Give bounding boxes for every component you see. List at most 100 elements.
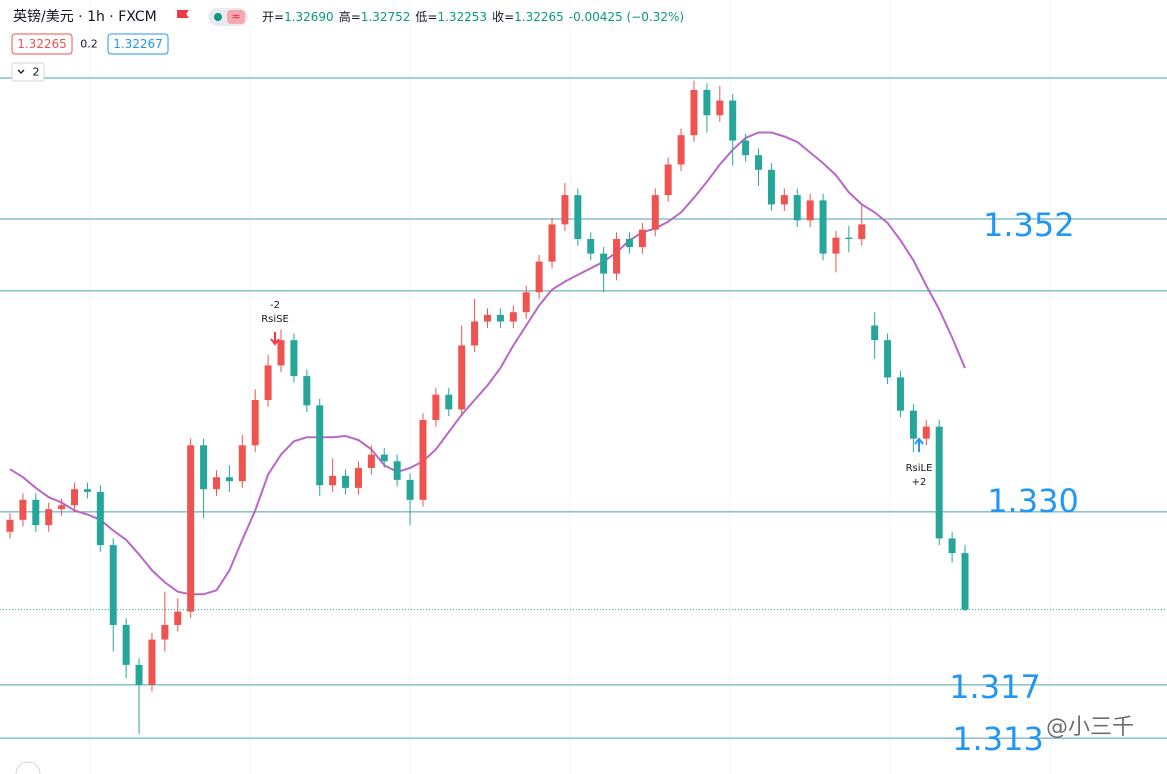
candle-body — [845, 237, 853, 240]
candle-body — [419, 419, 427, 500]
candle-body — [819, 200, 827, 254]
candle-body — [690, 89, 698, 136]
candle-body — [238, 445, 246, 482]
candle-body — [432, 394, 440, 420]
ask-price: 1.32267 — [113, 37, 163, 51]
candle-body — [884, 340, 892, 378]
signal-name: RsiSE — [261, 314, 289, 325]
candle-body — [71, 489, 79, 506]
candle-body — [651, 195, 659, 230]
candle-body — [909, 410, 917, 439]
candle-body — [406, 479, 414, 500]
candle-body — [109, 545, 117, 625]
candle-body — [122, 624, 130, 665]
candle-body — [19, 499, 27, 520]
status-icon-glyph: ≈ — [231, 10, 240, 23]
candle-body — [187, 445, 195, 612]
candle-body — [535, 261, 543, 293]
candle-body — [458, 345, 466, 410]
candle-body — [367, 454, 375, 468]
status-icon — [227, 10, 245, 24]
candle-body — [32, 499, 40, 526]
candle-body — [251, 400, 259, 446]
candle-body — [896, 377, 904, 411]
collapse-button[interactable] — [11, 62, 45, 82]
candle-body — [6, 519, 14, 532]
legend-text: 收= — [492, 10, 514, 24]
candle-body — [677, 135, 685, 165]
candle-body — [96, 491, 104, 546]
candle-body — [948, 538, 956, 554]
flag-icon — [177, 10, 189, 18]
candle-body — [161, 624, 169, 640]
bid-price: 1.32265 — [17, 37, 67, 51]
ohlc-legend: 开=1.32690 高=1.32752 低=1.32253 收=1.32265 -0.0… — [262, 9, 684, 24]
candle-body — [329, 475, 337, 486]
candle-body — [471, 321, 479, 346]
candle-body — [212, 477, 220, 490]
candle-body — [316, 405, 324, 486]
candle-body — [871, 325, 879, 341]
candle-body — [522, 292, 530, 313]
legend-text: 1.32752 — [361, 10, 411, 24]
level-label: 1.317 — [949, 668, 1041, 706]
candle-body — [832, 237, 840, 254]
candle-body — [174, 611, 182, 625]
signal-name: RsiLE — [906, 463, 933, 474]
candle-body — [638, 229, 646, 247]
candle-body — [755, 155, 763, 170]
symbol: 英镑/美元 · 1h · FXCM — [13, 8, 157, 25]
watermark: @小三千 — [1046, 715, 1134, 740]
candle-body — [445, 394, 453, 410]
candle-body — [625, 239, 633, 247]
candle-body — [780, 195, 788, 205]
candle-body — [613, 239, 621, 274]
candle-body — [303, 376, 311, 406]
signal-qty: +2 — [912, 477, 927, 488]
moving-average — [9, 131, 966, 596]
candle-body — [45, 509, 53, 526]
legend-text: 低= — [415, 10, 437, 24]
candle-body — [496, 314, 504, 322]
candle-body — [961, 553, 969, 610]
candle-body — [561, 195, 569, 225]
legend-text: 1.32690 — [284, 10, 334, 24]
candle-body — [509, 312, 517, 322]
legend-text: -0.00425 (−0.32%) — [569, 10, 684, 24]
candle-body — [922, 426, 930, 439]
candle-body — [58, 505, 66, 510]
scroll-button[interactable] — [15, 761, 41, 774]
candle-body — [135, 664, 143, 685]
sell-arrow — [270, 332, 280, 346]
candle-body — [742, 140, 750, 156]
candle-body — [574, 195, 582, 240]
level-label: 1.313 — [952, 720, 1044, 758]
candle-body — [380, 454, 388, 462]
candle-body — [767, 169, 775, 205]
level-label: 1.352 — [983, 206, 1075, 244]
candle-body — [806, 200, 814, 221]
candle-body — [600, 253, 608, 274]
signal-qty: -2 — [270, 300, 280, 311]
candle-body — [342, 475, 350, 488]
status-dot — [214, 13, 222, 21]
candle-body — [484, 314, 491, 322]
candle-body — [716, 100, 724, 116]
candle-body — [264, 365, 272, 401]
candle-body — [935, 426, 943, 539]
legend-text: 开= — [262, 10, 284, 24]
candle-body — [858, 224, 866, 240]
ask-box[interactable] — [107, 33, 169, 55]
candle-body — [729, 100, 737, 141]
candle-body — [354, 467, 362, 488]
candle-body — [793, 195, 801, 221]
candle-body — [83, 489, 91, 492]
chevron — [17, 69, 25, 74]
bid-box[interactable] — [11, 33, 73, 55]
candle-body — [703, 89, 711, 116]
candle-body — [277, 340, 285, 366]
